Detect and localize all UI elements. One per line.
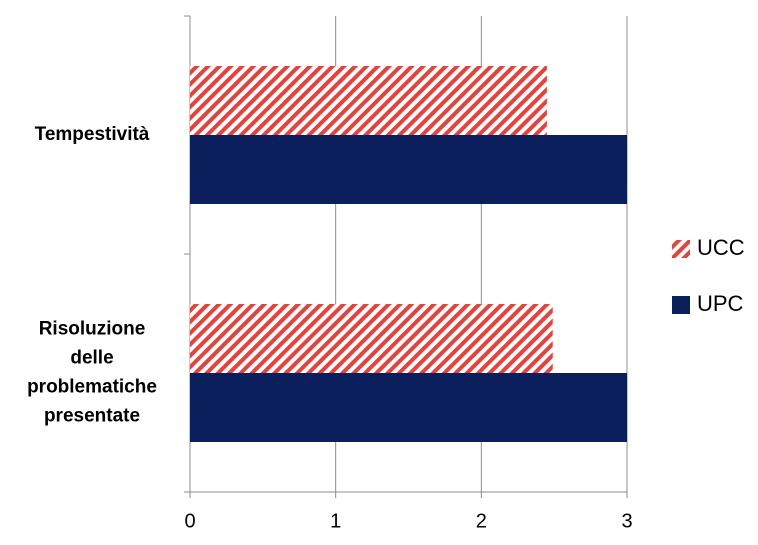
x-tick-label: 1 xyxy=(330,510,341,532)
x-tick-labels: 0 1 2 3 xyxy=(184,510,632,532)
bars xyxy=(190,66,627,442)
bar-ucc-1 xyxy=(190,66,547,135)
category-label: Risoluzione xyxy=(39,319,146,340)
legend-label-ucc: UCC xyxy=(697,235,745,260)
bar-upc-2 xyxy=(190,373,627,442)
category-label: presentate xyxy=(44,406,140,427)
legend-swatch-ucc xyxy=(672,240,690,258)
category-label: delle xyxy=(70,348,113,369)
bar-upc-1 xyxy=(190,135,627,204)
x-tick-label: 2 xyxy=(476,510,487,532)
x-tick-label: 3 xyxy=(621,510,632,532)
bar-ucc-2 xyxy=(190,304,553,373)
category-label: problematiche xyxy=(27,377,157,398)
legend-swatch-upc xyxy=(672,296,690,314)
category-label: Tempestività xyxy=(35,124,150,145)
legend-label-upc: UPC xyxy=(697,291,744,316)
category-labels: Tempestività Risoluzione delle problematich… xyxy=(27,124,157,427)
x-tick-label: 0 xyxy=(184,510,195,532)
legend: UCC UPC xyxy=(672,235,745,316)
